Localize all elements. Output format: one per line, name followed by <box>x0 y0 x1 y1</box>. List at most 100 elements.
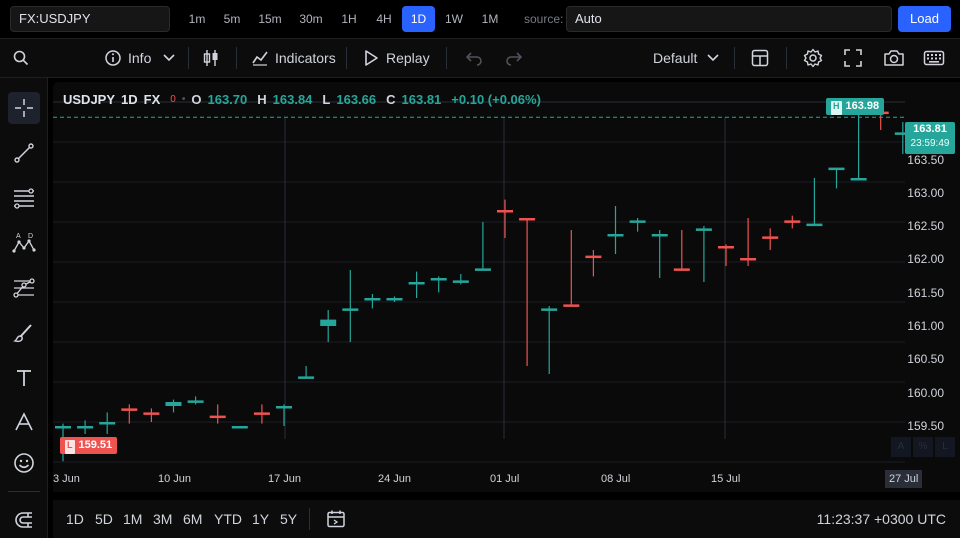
legend-close-value: 163.81 <box>401 92 442 107</box>
search-icon <box>13 50 29 66</box>
play-icon <box>365 50 378 66</box>
info-button[interactable]: Info <box>104 39 179 77</box>
candle-body <box>651 234 668 237</box>
fib-tool[interactable] <box>8 182 40 214</box>
price-axis-label: 161.50 <box>907 286 944 300</box>
candle-body <box>452 280 469 283</box>
calendar-icon <box>327 510 345 528</box>
scale-mode-group: A % L <box>891 437 955 457</box>
range-1d[interactable]: 1D <box>66 511 84 527</box>
candle-body <box>209 415 226 419</box>
go-to-date-button[interactable] <box>326 509 346 534</box>
timeframe-1mo[interactable]: 1M <box>481 12 499 26</box>
candle-style-button[interactable] <box>202 39 220 77</box>
time-axis-label: 01 Jul <box>490 473 520 485</box>
divider <box>8 491 40 492</box>
chevron-down-icon <box>707 54 719 62</box>
candle-body <box>585 255 602 259</box>
candle-body <box>342 308 359 311</box>
chart-pane[interactable]: USDJPY 1D FX 0 • O 163.70 H 163.84 L 163… <box>53 82 960 492</box>
annotation-tool[interactable] <box>8 406 40 438</box>
range-5y[interactable]: 5Y <box>280 511 298 527</box>
timeframe-1m[interactable]: 1m <box>188 12 206 26</box>
undo-icon <box>465 52 482 66</box>
timeframe-4h[interactable]: 4H <box>376 12 392 26</box>
fib-levels-icon <box>14 188 34 209</box>
candle-body <box>430 278 447 281</box>
price-axis[interactable]: 163.50 163.00 162.50 162.00 161.50 161.0… <box>907 82 960 472</box>
replay-button[interactable]: Replay <box>362 39 430 77</box>
trend-line-tool[interactable] <box>8 137 40 169</box>
layout-name: Default <box>653 50 698 66</box>
price-axis-label: 159.50 <box>907 419 944 433</box>
candle-body <box>519 218 536 221</box>
divider <box>734 47 735 69</box>
candle-body <box>77 426 94 429</box>
low-marker-letter: L <box>65 440 75 454</box>
magnet-tool[interactable] <box>8 504 40 536</box>
chevron-down-icon <box>163 54 175 62</box>
layout-button[interactable] <box>751 39 769 77</box>
text-tool[interactable] <box>8 362 40 394</box>
candle-body <box>894 132 911 135</box>
high-marker-letter: H <box>831 101 842 115</box>
legend-interval: 1D <box>121 92 138 107</box>
candle-body <box>828 167 845 171</box>
symbol-input[interactable]: FX:USDJPY <box>10 6 170 32</box>
prediction-tool[interactable] <box>8 272 40 304</box>
legend-open-label: O <box>191 92 202 107</box>
crosshair-tool[interactable] <box>8 92 40 124</box>
layout-select[interactable]: Default <box>653 39 723 77</box>
load-button[interactable]: Load <box>898 6 951 32</box>
range-1y[interactable]: 1Y <box>252 511 270 527</box>
indicators-icon <box>252 51 268 66</box>
fullscreen-button[interactable] <box>844 39 862 77</box>
brush-tool[interactable] <box>8 317 40 349</box>
candle-body <box>276 406 292 409</box>
crosshair-icon <box>15 99 33 117</box>
candle-body <box>563 304 580 307</box>
fullscreen-icon <box>844 49 862 67</box>
candle-body <box>121 408 138 411</box>
timeframe-1h[interactable]: 1H <box>341 12 357 26</box>
timeframe-15m[interactable]: 15m <box>258 12 282 26</box>
timeframe-5m[interactable]: 5m <box>223 12 241 26</box>
time-axis[interactable]: 3 Jun 10 Jun 17 Jun 24 Jun 01 Jul 08 Jul… <box>53 470 960 492</box>
candle-body <box>695 228 712 231</box>
emoji-tool[interactable] <box>8 447 40 479</box>
trend-line-icon <box>14 143 34 163</box>
candle-body <box>364 298 381 301</box>
indicators-button[interactable]: Indicators <box>251 39 336 77</box>
range-ytd[interactable]: YTD <box>214 511 242 527</box>
snapshot-button[interactable] <box>883 39 905 77</box>
range-6m[interactable]: 6M <box>183 511 203 527</box>
magnet-icon <box>15 512 32 528</box>
time-axis-label: 15 Jul <box>711 473 741 485</box>
timeframe-30m[interactable]: 30m <box>299 12 323 26</box>
price-chart[interactable] <box>53 82 960 492</box>
legend-low-value: 163.66 <box>336 92 377 107</box>
auto-scale-button[interactable]: A <box>891 437 911 457</box>
svg-text:D: D <box>28 233 33 240</box>
timeframe-1d[interactable]: 1D <box>402 6 435 32</box>
log-scale-button[interactable]: L <box>935 437 955 457</box>
undo-button[interactable] <box>464 39 484 77</box>
divider <box>786 47 787 69</box>
settings-button[interactable] <box>803 39 823 77</box>
redo-button[interactable] <box>504 39 524 77</box>
clock[interactable]: 11:23:37 +0300 UTC <box>816 511 946 527</box>
range-3m[interactable]: 3M <box>153 511 173 527</box>
source-select[interactable]: Auto <box>566 6 892 32</box>
range-1m[interactable]: 1M <box>123 511 143 527</box>
range-5d[interactable]: 5D <box>95 511 113 527</box>
replay-label: Replay <box>386 50 430 66</box>
keyboard-button[interactable] <box>923 39 945 77</box>
search-button[interactable] <box>12 39 30 77</box>
percent-scale-button[interactable]: % <box>913 437 933 457</box>
legend-exchange: FX <box>143 92 161 107</box>
low-marker-value: 159.51 <box>78 439 113 451</box>
price-axis-label: 162.50 <box>907 219 944 233</box>
legend-symbol[interactable]: USDJPY <box>63 92 116 107</box>
timeframe-1w[interactable]: 1W <box>445 12 463 26</box>
